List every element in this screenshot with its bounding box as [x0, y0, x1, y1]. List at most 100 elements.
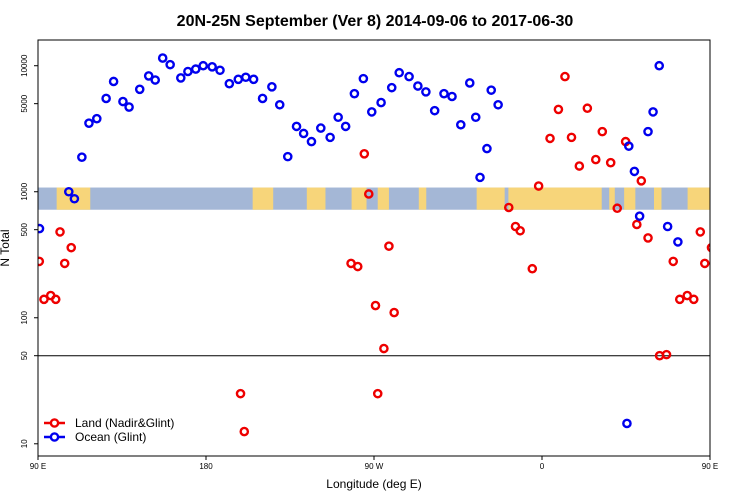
- legend-marker-land: [49, 418, 60, 428]
- data-point: [673, 237, 683, 247]
- legend-label-ocean: Ocean (Glint): [75, 430, 146, 444]
- data-point: [50, 294, 61, 305]
- data-point: [394, 67, 405, 78]
- data-point: [207, 62, 217, 72]
- chart-title: 20N-25N September (Ver 8) 2014-09-06 to …: [177, 13, 574, 30]
- data-point: [239, 426, 250, 437]
- y-tick-label: 50: [20, 351, 29, 360]
- data-point: [55, 227, 65, 237]
- data-point: [413, 81, 423, 91]
- data-point: [59, 258, 70, 269]
- data-point: [325, 132, 335, 143]
- data-point: [66, 242, 77, 253]
- data-point: [475, 172, 485, 183]
- data-point: [150, 75, 161, 85]
- data-point: [282, 151, 293, 162]
- data-point: [643, 233, 653, 243]
- data-point: [470, 112, 481, 123]
- map-strip-land: [418, 187, 427, 210]
- x-tick-label: 90 W: [365, 462, 384, 471]
- data-point: [574, 161, 585, 171]
- y-tick-label: 5000: [20, 94, 29, 112]
- map-strip-land: [476, 187, 505, 210]
- data-point: [439, 88, 449, 99]
- legend: Land (Nadir&Glint) Ocean (Glint): [44, 416, 174, 444]
- legend-entry-ocean: Ocean (Glint): [44, 430, 146, 444]
- x-axis-label: Longitude (deg E): [326, 477, 421, 491]
- data-point: [124, 102, 134, 112]
- data-point: [363, 189, 374, 199]
- data-point: [118, 96, 128, 107]
- data-point: [482, 143, 492, 154]
- data-point: [257, 93, 268, 104]
- map-strip-land: [377, 187, 389, 210]
- series-land: [38, 71, 710, 437]
- data-point: [560, 71, 570, 82]
- data-point: [291, 121, 302, 132]
- data-point: [108, 76, 119, 87]
- x-tick-label: 90 E: [702, 462, 718, 471]
- data-point: [699, 258, 710, 269]
- data-point: [384, 241, 394, 251]
- data-point: [77, 152, 87, 162]
- data-point: [333, 112, 343, 123]
- x-axis: 90 E 180 90 W 0 90 E: [30, 456, 718, 471]
- map-strip-land: [252, 187, 274, 210]
- data-point: [165, 59, 175, 70]
- data-point: [240, 72, 251, 83]
- data-point: [464, 78, 475, 88]
- y-axis: 10 50 100 500 1000 5000 10000: [20, 54, 38, 448]
- data-point: [629, 166, 640, 177]
- map-strip-land: [351, 187, 367, 210]
- data-point: [661, 349, 672, 360]
- legend-entry-land: Land (Nadir&Glint): [44, 416, 174, 430]
- data-point: [636, 176, 647, 186]
- data-point: [612, 203, 623, 214]
- data-point: [643, 126, 653, 137]
- data-point: [39, 294, 49, 305]
- data-point: [340, 121, 351, 132]
- data-point: [668, 256, 679, 267]
- legend-marker-ocean: [49, 432, 60, 442]
- data-point: [533, 181, 544, 191]
- data-point: [662, 221, 673, 232]
- data-point: [143, 71, 154, 81]
- data-point: [624, 141, 634, 151]
- data-point: [101, 93, 111, 104]
- data-point: [386, 82, 397, 93]
- data-point: [64, 186, 74, 197]
- data-point: [674, 294, 685, 305]
- data-point: [349, 88, 360, 99]
- data-points-group: [38, 53, 710, 437]
- data-point: [634, 211, 645, 221]
- world-map-strip: [38, 187, 710, 210]
- data-point: [183, 66, 193, 77]
- data-point: [235, 388, 246, 399]
- map-strip-land: [609, 187, 615, 210]
- data-point: [315, 123, 326, 133]
- data-point: [421, 87, 431, 97]
- data-point: [632, 219, 642, 230]
- data-point: [224, 78, 235, 89]
- map-strip-land: [508, 187, 602, 210]
- data-point: [376, 97, 386, 108]
- data-point: [404, 71, 414, 82]
- data-point: [566, 132, 577, 143]
- data-point: [190, 64, 201, 74]
- data-point: [688, 294, 699, 305]
- data-point: [706, 243, 710, 253]
- data-point: [370, 300, 381, 311]
- data-point: [298, 128, 309, 139]
- data-point: [134, 84, 145, 95]
- data-point: [447, 91, 457, 102]
- data-point: [527, 263, 538, 274]
- data-point: [597, 126, 608, 137]
- data-point: [84, 118, 94, 128]
- map-strip-land: [654, 187, 662, 210]
- data-point: [372, 388, 383, 399]
- data-point: [175, 73, 186, 83]
- data-point: [38, 256, 45, 267]
- data-point: [233, 74, 244, 85]
- data-point: [486, 85, 497, 95]
